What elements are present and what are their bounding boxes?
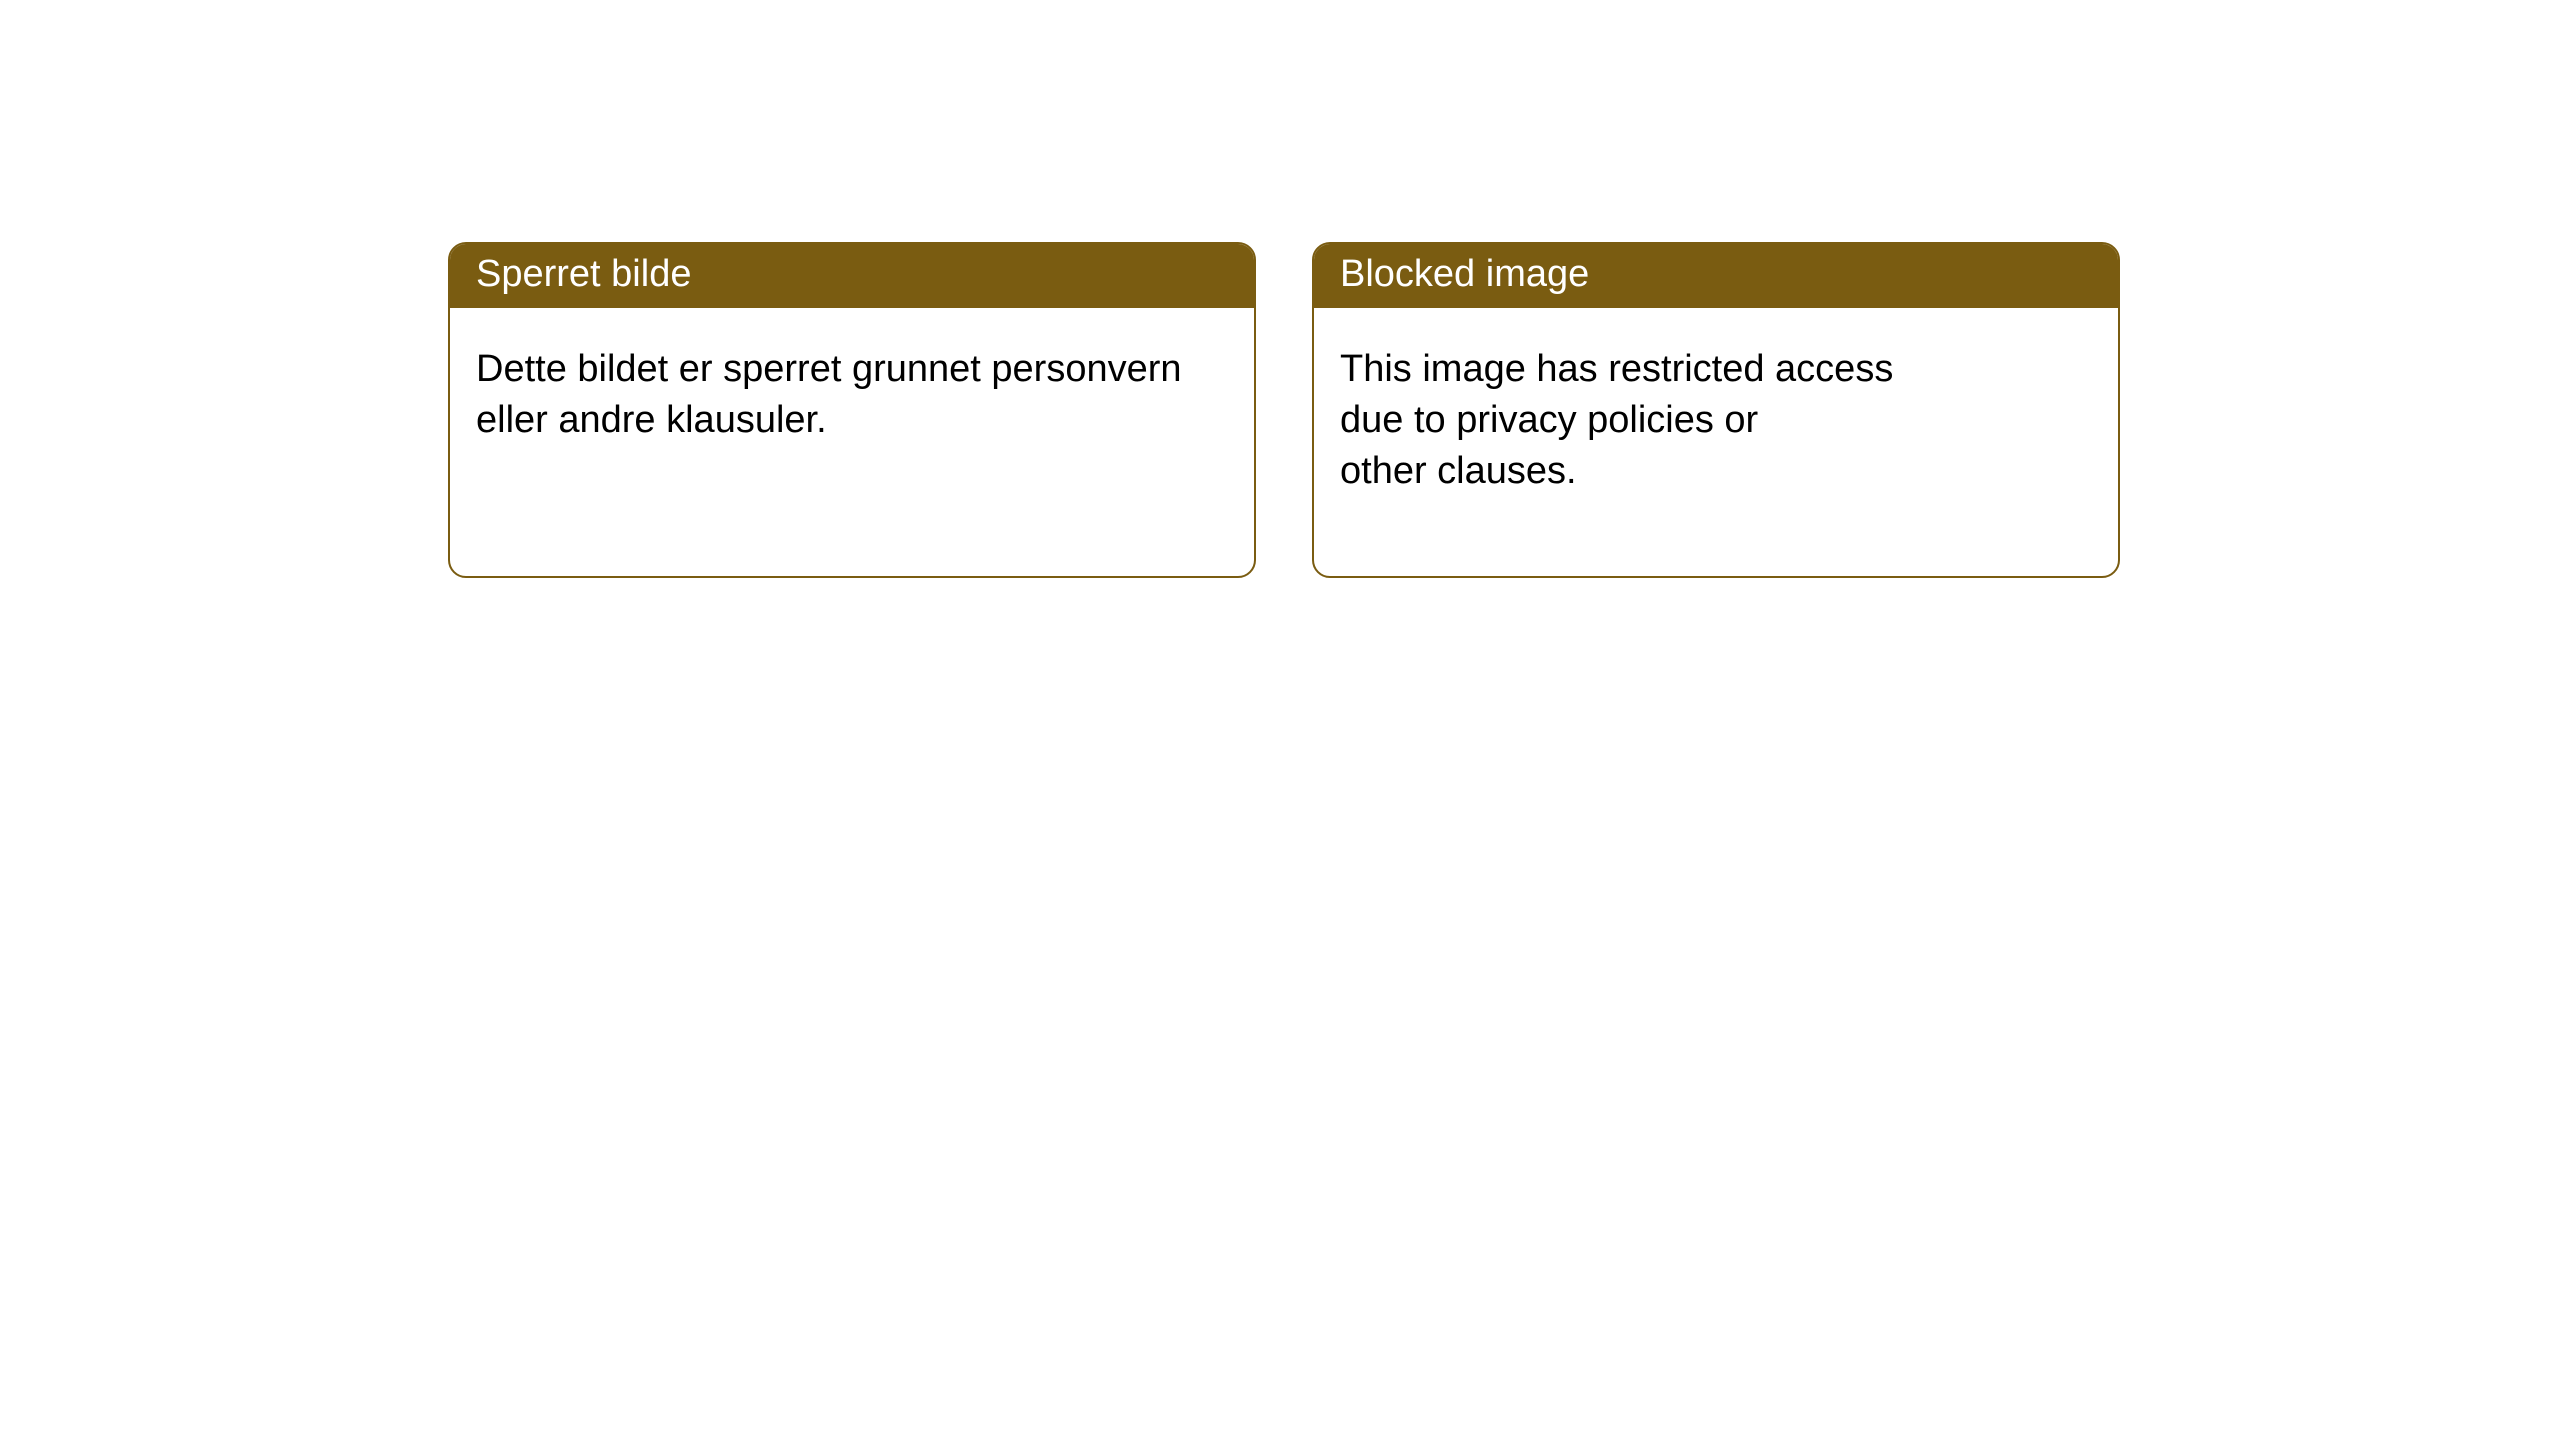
card-title-english: Blocked image xyxy=(1314,244,2118,308)
notice-container: Sperret bilde Dette bildet er sperret gr… xyxy=(0,0,2560,578)
card-body-line: due to privacy policies or xyxy=(1340,399,1758,441)
card-body-line: other clauses. xyxy=(1340,450,1577,492)
card-body-norwegian: Dette bildet er sperret grunnet personve… xyxy=(450,308,1254,483)
card-title-norwegian: Sperret bilde xyxy=(450,244,1254,308)
blocked-image-card-english: Blocked image This image has restricted … xyxy=(1312,242,2120,578)
blocked-image-card-norwegian: Sperret bilde Dette bildet er sperret gr… xyxy=(448,242,1256,578)
card-body-line: This image has restricted access xyxy=(1340,348,1893,390)
card-body-english: This image has restricted access due to … xyxy=(1314,308,2118,534)
